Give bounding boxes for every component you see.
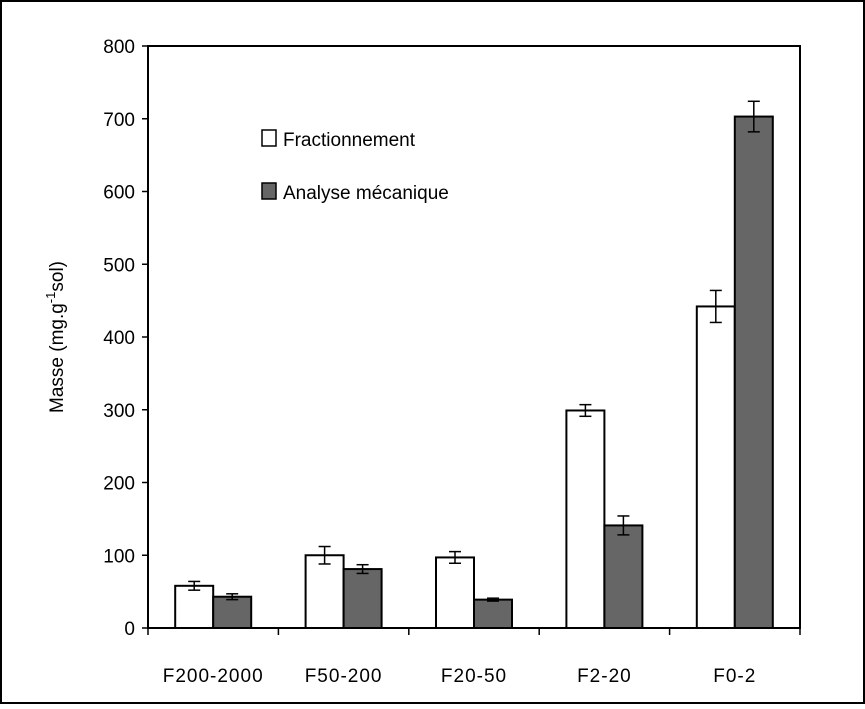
bar-analyse-mecanique: [473, 598, 513, 630]
legend-swatch-analyse-mecanique: [261, 182, 277, 200]
x-tick-label: F50-200: [305, 666, 383, 687]
y-tick-label: 200: [103, 474, 135, 495]
x-axis: F200-2000 F50-200 F20-50 F2-20 F0-2: [147, 628, 801, 687]
bar-analyse-mecanique: [212, 595, 253, 630]
y-axis-title-main: Masse (mg.g: [47, 303, 68, 413]
y-tick-label: 600: [103, 183, 135, 204]
y-axis-title-superscript: -1: [43, 292, 58, 304]
bar-analyse-mecanique: [603, 524, 644, 629]
y-axis-title: Masse (mg.g-1sol): [43, 261, 68, 413]
y-tick-label: 500: [103, 255, 135, 276]
bar-fractionnement: [304, 554, 345, 629]
y-tick-label: 300: [103, 401, 135, 422]
y-tick-label: 100: [103, 546, 135, 567]
y-tick-label: 800: [103, 37, 135, 58]
bar-fractionnement: [565, 409, 606, 630]
x-tick-label: F0-2: [713, 666, 756, 687]
y-axis-title-tail: sol): [47, 261, 68, 292]
legend-label-analyse-mecanique: Analyse mécanique: [283, 183, 449, 204]
bar-analyse-mecanique: [733, 115, 774, 629]
y-tick-label: 0: [124, 619, 135, 640]
x-tick-label: F200-2000: [163, 666, 264, 687]
y-axis: 0 100 200 300 400 500 600 700 800: [103, 37, 148, 640]
x-tick-label: F2-20: [577, 666, 632, 687]
bar-fractionnement: [695, 305, 736, 629]
bar-analyse-mecanique: [342, 568, 383, 630]
y-tick-label: 400: [103, 328, 135, 349]
bar-fractionnement: [435, 556, 475, 629]
legend: Fractionnement Analyse mécanique: [261, 129, 449, 204]
legend-swatch-fractionnement: [261, 129, 277, 147]
y-tick-label: 700: [103, 110, 135, 131]
bars: [174, 100, 774, 630]
bar-fractionnement: [174, 584, 215, 629]
x-tick-label: F20-50: [441, 666, 507, 687]
legend-label-fractionnement: Fractionnement: [283, 130, 416, 151]
